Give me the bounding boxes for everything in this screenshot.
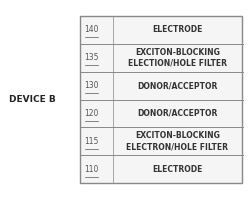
Text: 115: 115 xyxy=(84,137,98,146)
Text: ELECTRODE: ELECTRODE xyxy=(152,25,203,34)
Text: 110: 110 xyxy=(84,165,98,174)
Text: 120: 120 xyxy=(84,109,98,118)
Text: 130: 130 xyxy=(84,81,98,90)
Text: DONOR/ACCEPTOR: DONOR/ACCEPTOR xyxy=(137,109,218,118)
Text: 140: 140 xyxy=(84,25,98,34)
Text: EXCITON-BLOCKING
ELECTRON/HOLE FILTER: EXCITON-BLOCKING ELECTRON/HOLE FILTER xyxy=(126,131,228,151)
Bar xyxy=(80,16,242,183)
Text: 135: 135 xyxy=(84,53,98,62)
Text: DONOR/ACCEPTOR: DONOR/ACCEPTOR xyxy=(137,81,218,90)
Text: DEVICE B: DEVICE B xyxy=(9,95,56,104)
Text: ELECTRODE: ELECTRODE xyxy=(152,165,203,174)
Text: EXCITON-BLOCKING
ELECTION/HOLE FILTER: EXCITON-BLOCKING ELECTION/HOLE FILTER xyxy=(128,48,227,68)
